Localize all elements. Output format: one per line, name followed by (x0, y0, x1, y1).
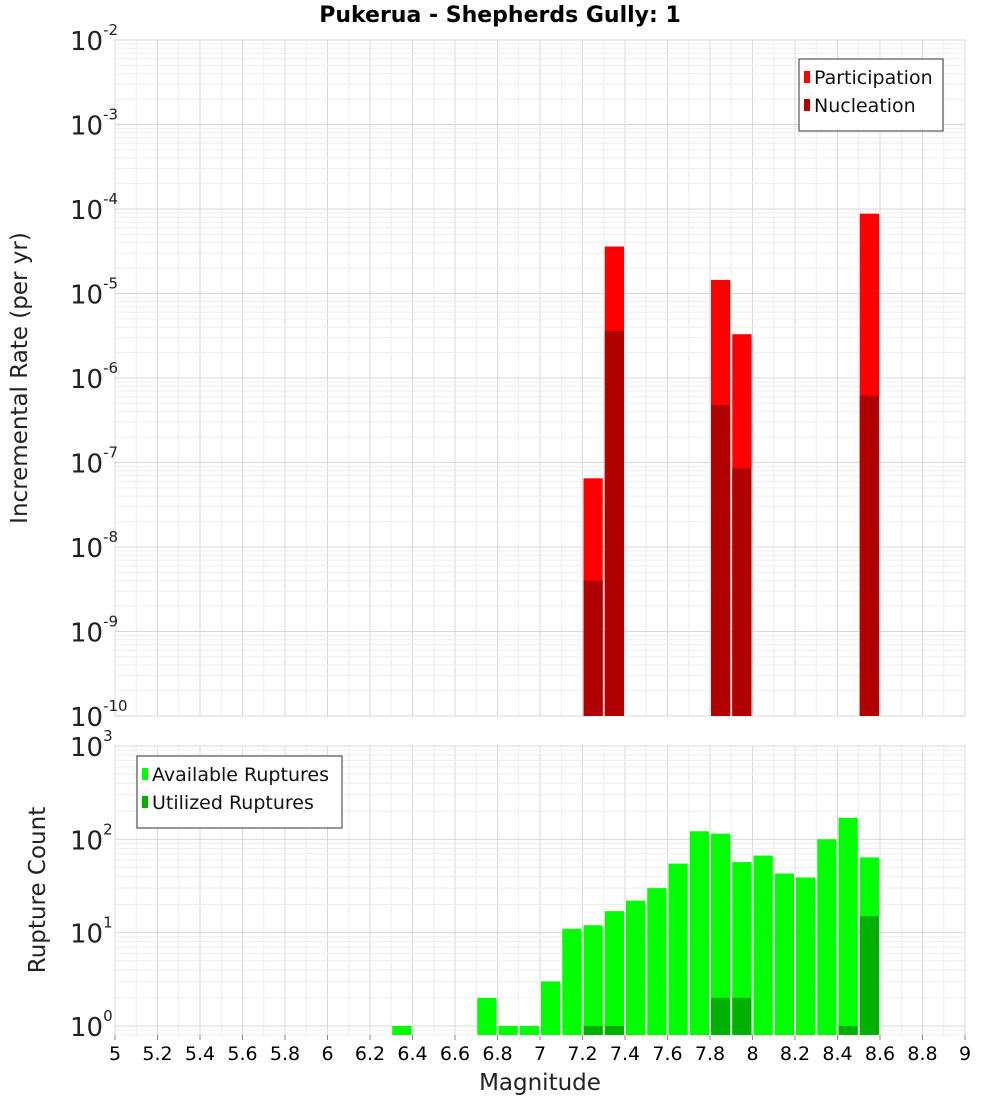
bar-available-ruptures (477, 997, 497, 1035)
y-tick-label: 102 (70, 820, 113, 856)
y-tick-label: 10-5 (70, 275, 118, 311)
x-tick-label: 6.2 (355, 1043, 385, 1065)
x-tick-label: 5.2 (142, 1043, 172, 1065)
x-tick-label: 7.8 (695, 1043, 725, 1065)
legend-swatch (142, 796, 148, 808)
x-tick-label: 7.4 (610, 1043, 640, 1065)
x-tick-label: 8.6 (865, 1043, 895, 1065)
bar-available-ruptures (838, 817, 858, 1035)
y-tick-label: 10-7 (70, 444, 118, 480)
legend-label: Available Ruptures (152, 764, 329, 786)
rate-plot-bars (583, 213, 879, 716)
bar-available-ruptures (498, 1025, 518, 1035)
y-tick-label: 103 (70, 727, 113, 763)
x-tick-label: 7.2 (567, 1043, 597, 1065)
bar-available-ruptures (668, 863, 688, 1035)
legend-label: Nucleation (814, 95, 916, 117)
bar-nucleation (711, 404, 731, 716)
x-axis-label: Magnitude (479, 1070, 601, 1096)
x-tick-label: 6.4 (397, 1043, 427, 1065)
bar-available-ruptures (796, 877, 816, 1035)
x-tick-label: 8 (746, 1043, 758, 1065)
y-tick-label: 10-8 (70, 528, 118, 564)
legend-label: Participation (814, 67, 933, 89)
x-tick-label: 7.6 (652, 1043, 682, 1065)
count-plot: 103 102 101 100 5 5.2 5.4 5.6 5.8 6 6.2 6.4 6.6 6.8 7… (25, 727, 971, 1096)
x-tick-label: 5 (109, 1043, 121, 1065)
bar-available-ruptures (817, 839, 837, 1035)
x-tick-label: 7 (534, 1043, 546, 1065)
x-tick-label: 8.4 (822, 1043, 852, 1065)
bar-available-ruptures (562, 928, 582, 1035)
bar-utilized-ruptures (838, 1025, 858, 1035)
rate-plot-y-axis-label: Incremental Rate (per yr) (7, 232, 33, 524)
y-tick-label: 10-2 (70, 21, 118, 57)
x-tick-label: 6.8 (482, 1043, 512, 1065)
bar-utilized-ruptures (859, 916, 879, 1035)
legend-swatch (142, 768, 148, 780)
y-tick-label: 100 (70, 1007, 113, 1043)
bar-available-ruptures (711, 833, 731, 1035)
bar-available-ruptures (647, 888, 667, 1035)
bar-utilized-ruptures (583, 1025, 603, 1035)
bar-available-ruptures (626, 900, 646, 1035)
chart-title: Pukerua - Shepherds Gully: 1 (319, 3, 681, 28)
rate-plot: 10-2 10-3 10-4 10-5 10-6 10-7 10-8 10-9 10-10 In… (7, 21, 966, 733)
rate-plot-grid (114, 39, 966, 717)
count-plot-y-axis-label: Rupture Count (25, 807, 51, 973)
bar-nucleation (583, 580, 603, 716)
rate-plot-y-ticks: 10-2 10-3 10-4 10-5 10-6 10-7 10-8 10-9 10-10 (70, 21, 128, 733)
y-tick-label: 10-10 (70, 697, 128, 733)
y-tick-label: 10-9 (70, 613, 118, 649)
x-tick-label: 5.6 (227, 1043, 257, 1065)
bar-nucleation (859, 395, 879, 716)
rate-plot-legend: Participation Nucleation (798, 58, 944, 132)
legend-box (136, 755, 343, 829)
x-tick-label: 8.2 (780, 1043, 810, 1065)
legend-label: Utilized Ruptures (152, 792, 314, 814)
bar-available-ruptures (583, 925, 603, 1035)
x-tick-label: 8.8 (907, 1043, 937, 1065)
count-plot-y-ticks: 103 102 101 100 (70, 727, 113, 1043)
bar-available-ruptures (604, 911, 624, 1035)
count-plot-bars (392, 817, 879, 1035)
bar-available-ruptures (541, 981, 561, 1035)
count-plot-x-ticks: 5 5.2 5.4 5.6 5.8 6 6.2 6.4 6.6 6.8 7 7.2 7.4 7.6 7.8 8… (109, 1035, 971, 1065)
x-tick-label: 9 (959, 1043, 971, 1065)
y-tick-label: 10-6 (70, 359, 118, 395)
bar-nucleation (604, 330, 624, 716)
bar-available-ruptures (732, 862, 752, 1035)
bar-available-ruptures (753, 855, 773, 1035)
bar-available-ruptures (689, 831, 709, 1035)
legend-swatch (804, 71, 810, 83)
bar-nucleation (732, 468, 752, 716)
count-plot-legend: Available Ruptures Utilized Ruptures (136, 755, 343, 829)
legend-swatch (804, 99, 810, 111)
y-tick-label: 10-4 (70, 190, 118, 226)
x-tick-label: 6 (321, 1043, 333, 1065)
y-tick-label: 101 (70, 914, 113, 950)
bar-available-ruptures (774, 873, 794, 1035)
bar-utilized-ruptures (711, 997, 731, 1035)
legend-box (798, 58, 944, 132)
x-tick-label: 6.6 (440, 1043, 470, 1065)
x-tick-label: 5.4 (185, 1043, 215, 1065)
bar-utilized-ruptures (604, 1025, 624, 1035)
x-tick-label: 5.8 (270, 1043, 300, 1065)
bar-available-ruptures (392, 1025, 412, 1035)
bar-available-ruptures (519, 1025, 539, 1035)
bar-utilized-ruptures (732, 997, 752, 1035)
y-tick-label: 10-3 (70, 106, 118, 142)
